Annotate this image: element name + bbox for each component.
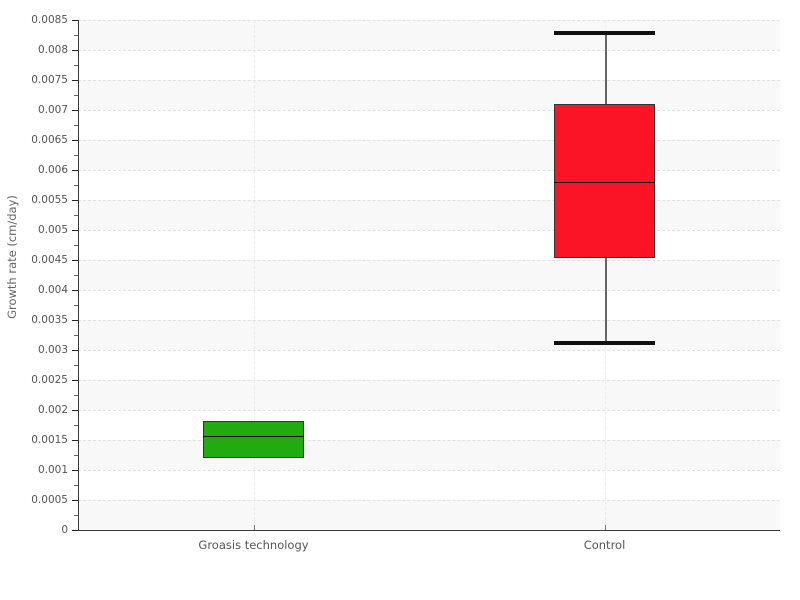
y-tick-label: 0.0015 [31,434,68,446]
y-tick-label: 0.004 [37,284,68,296]
y-tick-major [72,410,78,411]
horizontal-gridline [78,20,780,21]
y-tick-minor [74,65,78,66]
y-tick-major [72,50,78,51]
plot-band [78,320,780,350]
y-tick-minor [74,485,78,486]
horizontal-gridline [78,470,780,471]
y-tick-major [72,380,78,381]
horizontal-gridline [78,380,780,381]
median-line [203,435,304,437]
y-tick-major [72,530,78,531]
horizontal-gridline [78,500,780,501]
horizontal-gridline [78,50,780,51]
y-tick-minor [74,215,78,216]
y-tick-minor [74,35,78,36]
x-tick-label: Control [583,538,626,552]
y-tick-label: 0.005 [37,224,68,236]
x-axis-line [78,530,780,531]
horizontal-gridline [78,110,780,111]
x-tick-label: Groasis technology [198,538,309,552]
y-tick-label: 0.0045 [31,254,68,266]
horizontal-gridline [78,170,780,171]
horizontal-gridline [78,140,780,141]
y-tick-major [72,320,78,321]
horizontal-gridline [78,440,780,441]
y-tick-minor [74,425,78,426]
plot-band [78,20,780,50]
x-tick [604,525,606,530]
y-tick-minor [74,185,78,186]
y-tick-major [72,80,78,81]
horizontal-gridline [78,200,780,201]
y-tick-minor [74,95,78,96]
whisker-cap-upper [554,31,655,36]
plot-band [78,500,780,530]
horizontal-gridline [78,80,780,81]
y-tick-minor [74,365,78,366]
y-tick-major [72,440,78,441]
plot-band [78,260,780,290]
y-tick-minor [74,275,78,276]
y-axis-title: Growth rate (cm/day) [5,195,19,319]
y-tick-minor [74,515,78,516]
y-tick-major [72,230,78,231]
y-tick-minor [74,245,78,246]
vertical-gridline [253,20,255,530]
y-tick-label: 0.008 [37,44,68,56]
y-tick-label: 0.0005 [31,494,68,506]
y-tick-minor [74,305,78,306]
box-plot-box[interactable] [203,420,304,458]
y-tick-major [72,200,78,201]
y-tick-label: 0.006 [37,164,68,176]
horizontal-gridline [78,290,780,291]
plot-band [78,380,780,410]
y-tick-label: 0.003 [37,344,68,356]
y-tick-minor [74,455,78,456]
y-tick-label: 0.0035 [31,314,68,326]
y-tick-major [72,500,78,501]
horizontal-gridline [78,230,780,231]
horizontal-gridline [78,320,780,321]
plot-area [78,20,780,531]
y-tick-label: 0.001 [37,464,68,476]
horizontal-gridline [78,410,780,411]
x-tick [253,525,255,530]
y-axis-line [78,20,79,531]
y-tick-minor [74,395,78,396]
y-tick-label: 0.007 [37,104,68,116]
plot-band [78,80,780,110]
horizontal-gridline [78,350,780,351]
y-tick-major [72,290,78,291]
y-tick-major [72,470,78,471]
y-tick-major [72,350,78,351]
y-tick-label: 0.0075 [31,74,68,86]
y-tick-major [72,170,78,171]
y-tick-major [72,140,78,141]
plot-band [78,140,780,170]
y-tick-label: 0.0025 [31,374,68,386]
y-tick-minor [74,125,78,126]
y-tick-minor [74,155,78,156]
whisker-cap-lower [554,340,655,345]
y-tick-label: 0 [61,524,68,536]
y-tick-minor [74,335,78,336]
y-tick-label: 0.0055 [31,194,68,206]
horizontal-gridline [78,260,780,261]
plot-band [78,200,780,230]
y-tick-label: 0.002 [37,404,68,416]
plot-band [78,440,780,470]
y-tick-label: 0.0085 [31,14,68,26]
median-line [554,182,655,183]
y-tick-major [72,260,78,261]
y-tick-label: 0.0065 [31,134,68,146]
box-plot-box[interactable] [554,104,655,259]
y-tick-major [72,110,78,111]
y-tick-major [72,20,78,21]
